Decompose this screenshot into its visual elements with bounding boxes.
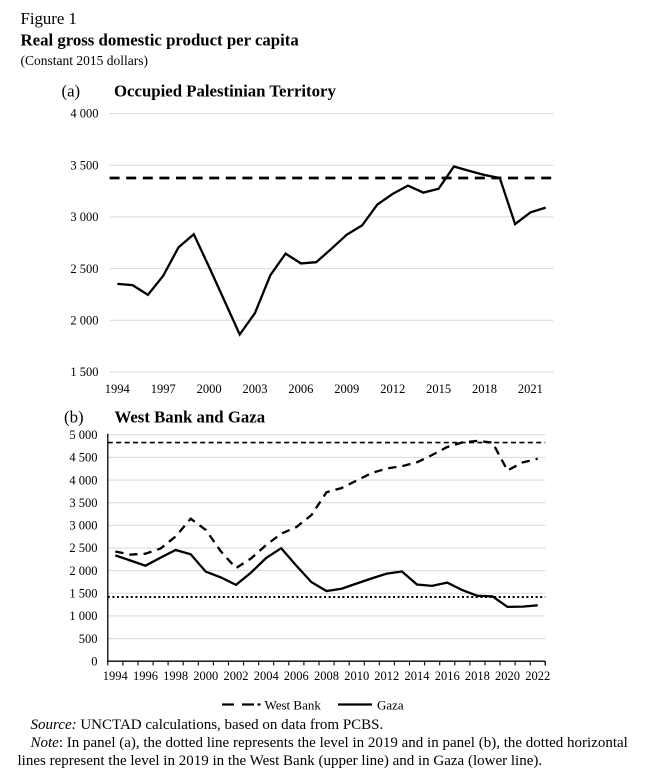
svg-text:2002: 2002 — [224, 669, 249, 683]
svg-text:1998: 1998 — [163, 669, 188, 683]
svg-text:2018: 2018 — [472, 382, 497, 396]
svg-text:2006: 2006 — [288, 382, 313, 396]
svg-text:2004: 2004 — [254, 669, 280, 683]
svg-text:1994: 1994 — [105, 382, 131, 396]
svg-text:3 000: 3 000 — [69, 519, 97, 533]
svg-text:4 500: 4 500 — [69, 451, 97, 465]
svg-text:Note: In panel (a), the dotted: Note: In panel (a), the dotted line repr… — [30, 735, 628, 751]
svg-text:2008: 2008 — [314, 669, 339, 683]
svg-text:2 500: 2 500 — [69, 541, 97, 555]
svg-text:(Constant 2015 dollars): (Constant 2015 dollars) — [21, 53, 149, 68]
svg-text:2020: 2020 — [495, 669, 520, 683]
svg-text:2003: 2003 — [243, 382, 268, 396]
svg-text:1 500: 1 500 — [69, 587, 97, 601]
svg-text:1996: 1996 — [133, 669, 158, 683]
svg-text:Figure 1: Figure 1 — [21, 9, 77, 28]
svg-text:West Bank: West Bank — [265, 698, 322, 713]
svg-text:2014: 2014 — [405, 669, 431, 683]
svg-text:Occupied Palestinian Territory: Occupied Palestinian Territory — [114, 82, 336, 101]
svg-text:(b): (b) — [64, 408, 84, 427]
svg-text:1997: 1997 — [151, 382, 176, 396]
svg-text:1 000: 1 000 — [69, 609, 97, 623]
svg-text:2009: 2009 — [334, 382, 359, 396]
svg-text:Source: UNCTAD calculations, b: Source: UNCTAD calculations, based on da… — [31, 717, 384, 733]
svg-text:3 500: 3 500 — [70, 158, 98, 172]
svg-text:0: 0 — [91, 654, 97, 668]
svg-text:lines represent the level in 2: lines represent the level in 2019 in the… — [18, 753, 543, 769]
svg-text:Real gross domestic product pe: Real gross domestic product per capita — [21, 31, 300, 50]
svg-text:2 000: 2 000 — [69, 564, 97, 578]
svg-text:2015: 2015 — [426, 382, 451, 396]
svg-text:Gaza: Gaza — [377, 698, 404, 713]
svg-text:2021: 2021 — [518, 382, 543, 396]
svg-text:500: 500 — [79, 632, 98, 646]
svg-text:2006: 2006 — [284, 669, 309, 683]
svg-text:3 500: 3 500 — [69, 496, 97, 510]
svg-text:5 000: 5 000 — [69, 428, 97, 442]
svg-text:4 000: 4 000 — [70, 107, 98, 121]
svg-text:2000: 2000 — [197, 382, 222, 396]
svg-text:2012: 2012 — [374, 669, 399, 683]
svg-text:West Bank and Gaza: West Bank and Gaza — [115, 408, 266, 427]
svg-text:2022: 2022 — [525, 669, 550, 683]
svg-text:3 000: 3 000 — [70, 210, 98, 224]
svg-text:(a): (a) — [62, 82, 81, 101]
svg-text:4 000: 4 000 — [69, 473, 97, 487]
svg-text:2 000: 2 000 — [70, 314, 98, 328]
svg-text:1 500: 1 500 — [70, 365, 98, 379]
svg-text:2 500: 2 500 — [70, 262, 98, 276]
svg-text:1994: 1994 — [103, 669, 129, 683]
svg-text:2016: 2016 — [435, 669, 460, 683]
svg-text:2000: 2000 — [193, 669, 218, 683]
svg-text:2018: 2018 — [465, 669, 490, 683]
svg-text:2012: 2012 — [380, 382, 405, 396]
svg-text:2010: 2010 — [344, 669, 369, 683]
